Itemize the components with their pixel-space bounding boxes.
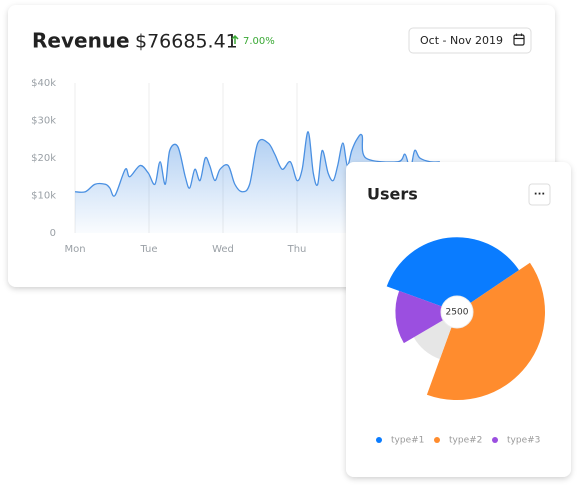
center-disc: [440, 295, 474, 329]
legend-dot: [492, 437, 498, 443]
center-value: 2500: [446, 308, 469, 318]
y-tick-label: $40k: [31, 78, 56, 89]
revenue-change: 7.00%: [243, 36, 275, 47]
pie-slice: [426, 262, 546, 400]
revenue-total: $76685.41: [135, 31, 238, 53]
legend-label: type#3: [507, 436, 540, 446]
legend-dot: [434, 437, 440, 443]
date-range[interactable]: Oct - Nov 2019: [420, 34, 503, 47]
revenue-title: Revenue: [32, 29, 130, 53]
y-tick-label: $30k: [31, 116, 56, 127]
users-title: Users: [367, 185, 418, 204]
y-tick-label: $20k: [31, 153, 56, 164]
legend-dot: [376, 437, 382, 443]
y-tick-label: $10k: [31, 191, 56, 202]
menu-icon[interactable]: ···: [534, 189, 545, 200]
date-button[interactable]: [408, 27, 532, 54]
pie-slice: [386, 237, 520, 312]
line: [74, 131, 440, 197]
menu-button[interactable]: [528, 183, 551, 206]
legend-label: type#1: [391, 436, 424, 446]
up-arrow: [231, 34, 239, 44]
calendar-icon[interactable]: [513, 33, 525, 46]
pie-slice: [395, 290, 457, 344]
x-tick-label: Thu: [287, 244, 307, 255]
users-chart: 2500 type#1 type#2 type#3: [376, 237, 546, 446]
x-tick-label: Mon: [64, 244, 85, 255]
x-tick-label: Wed: [212, 244, 234, 255]
legend-label: type#2: [449, 436, 482, 446]
y-tick-label: 0: [50, 228, 56, 239]
x-tick-label: Tue: [139, 244, 157, 255]
